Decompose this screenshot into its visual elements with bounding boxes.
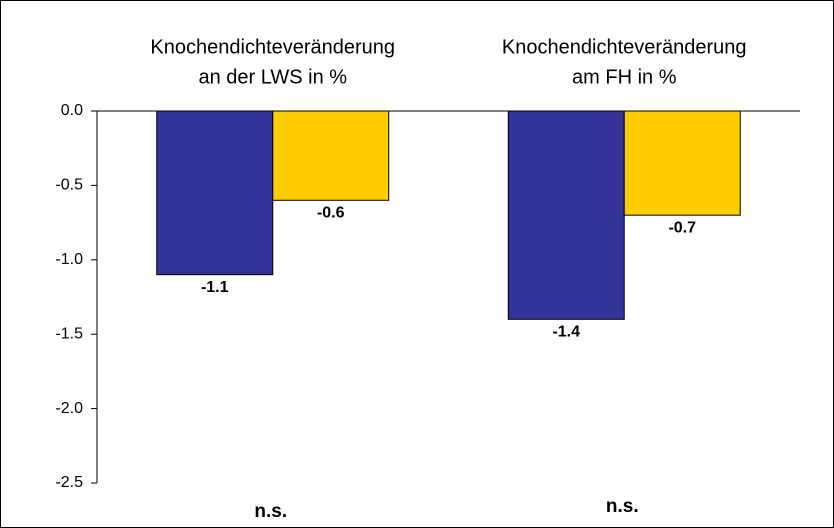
value-label: -1.4 bbox=[552, 324, 580, 341]
y-tick-label: -0.5 bbox=[55, 177, 83, 194]
y-tick-label: -1.5 bbox=[55, 325, 83, 342]
value-label: -1.1 bbox=[201, 279, 229, 296]
category-label: am FH in % bbox=[572, 66, 677, 88]
bar bbox=[156, 110, 274, 276]
annotation: n.s. bbox=[606, 496, 639, 517]
bar bbox=[272, 110, 390, 201]
y-tick-label: -2.5 bbox=[55, 474, 83, 491]
value-label: -0.6 bbox=[317, 204, 345, 221]
bar bbox=[623, 110, 741, 216]
y-tick-label: -2.0 bbox=[55, 400, 83, 417]
annotation: n.s. bbox=[254, 501, 287, 522]
category-label: Knochendichteveränderung bbox=[150, 36, 395, 58]
value-label: -0.7 bbox=[668, 219, 696, 236]
category-label: Knochendichteveränderung bbox=[502, 36, 747, 58]
y-tick-label: -1.0 bbox=[55, 251, 83, 268]
category-label: an der LWS in % bbox=[198, 66, 347, 88]
y-tick-label: 0.0 bbox=[61, 102, 83, 119]
bar bbox=[507, 110, 625, 320]
